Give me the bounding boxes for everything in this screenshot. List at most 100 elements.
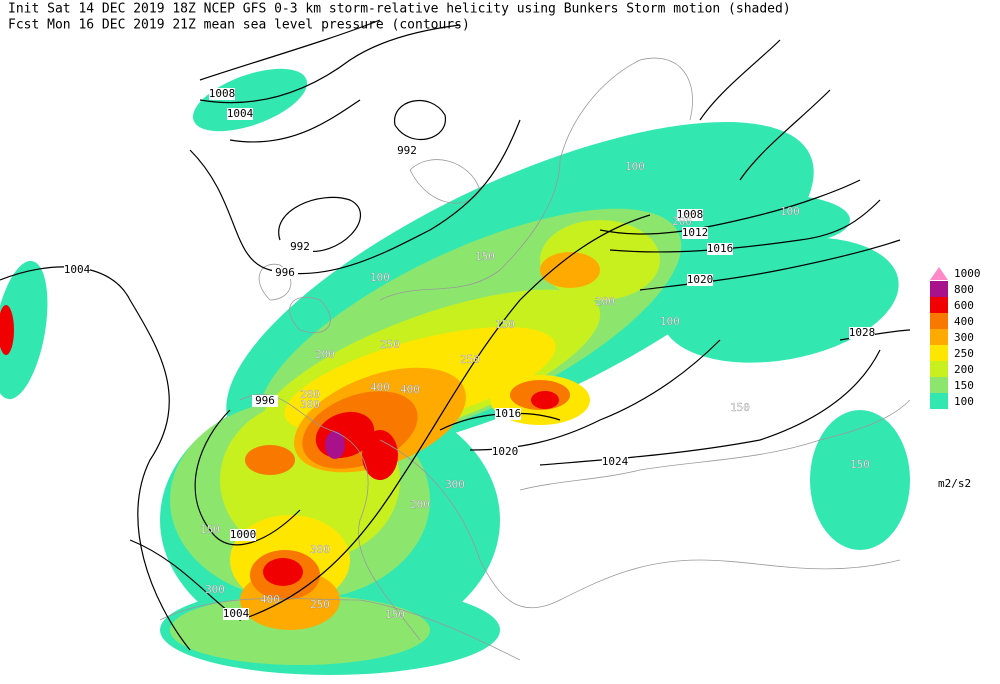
isobar <box>699 39 911 341</box>
legend-label: 400 <box>954 315 974 328</box>
isobar-label-bg <box>252 395 278 407</box>
isobar-label: 1020 <box>687 273 714 286</box>
helicity-label: 300 <box>205 583 225 596</box>
helicity-label: 100 <box>625 160 645 173</box>
helicity-label: 200 <box>300 388 320 401</box>
isobar-label: 1020 <box>492 445 519 458</box>
legend-label: 1000 <box>954 267 981 280</box>
helicity-label: 250 <box>310 598 330 611</box>
legend-swatch <box>930 329 948 345</box>
helicity-label: 300 <box>310 543 330 556</box>
helicity-area <box>0 305 14 355</box>
legend: m2/s2 1000 800 600 400 300 250 200 150 100 <box>930 267 981 490</box>
helicity-label: 400 <box>260 593 280 606</box>
isobar <box>599 179 861 235</box>
isobar-label-bg <box>677 209 703 221</box>
isobar-label: 1008 <box>677 208 704 221</box>
isobar-label: 1016 <box>707 242 734 255</box>
helicity-label: 200 <box>410 498 430 511</box>
helicity-area <box>710 195 850 245</box>
isobar-label: 1012 <box>682 226 709 239</box>
coastline <box>258 263 292 301</box>
isobar <box>539 349 881 466</box>
legend-label: 200 <box>954 363 974 376</box>
helicity-label: 300 <box>445 478 465 491</box>
isobar <box>129 214 651 621</box>
helicity-label: 150 <box>200 523 220 536</box>
map-labels: 1008 1004 992 992 996 1004 996 1000 1004 1008 1012… <box>64 87 876 621</box>
helicity-area <box>0 260 48 400</box>
isobar <box>278 196 362 253</box>
coastline <box>379 439 901 609</box>
isobar-label-bg <box>492 446 518 458</box>
helicity-area <box>325 431 345 459</box>
isobar-label: 1028 <box>849 326 876 339</box>
helicity-area <box>531 391 559 409</box>
helicity-area <box>362 430 398 480</box>
helicity-shading <box>0 68 910 675</box>
helicity-label: 250 <box>380 338 400 351</box>
isobar-label: 1000 <box>230 528 257 541</box>
legend-unit: m2/s2 <box>938 477 971 490</box>
isobar-label-bg <box>849 327 875 339</box>
legend-swatch <box>930 361 948 377</box>
isobar-label: 1004 <box>64 263 91 276</box>
helicity-label: 150 <box>475 250 495 263</box>
helicity-area <box>661 237 899 363</box>
helicity-label: 100 <box>780 205 800 218</box>
legend-label: 800 <box>954 283 974 296</box>
isobar-label-bg <box>64 264 90 276</box>
isobar-label-bg <box>394 145 420 157</box>
isobar-label-bg <box>223 608 249 620</box>
isobar-label: 1004 <box>227 107 254 120</box>
legend-swatch <box>930 267 948 280</box>
coastline <box>379 57 693 301</box>
isobar <box>199 19 381 81</box>
isobar <box>639 239 901 291</box>
isobar-label-bg <box>230 529 256 541</box>
isobar-label: 1024 <box>602 455 629 468</box>
legend-label: 600 <box>954 299 974 312</box>
isobar-label-bg <box>287 241 313 253</box>
helicity-label: 100 <box>370 271 390 284</box>
coastline <box>519 399 911 491</box>
helicity-area <box>810 410 910 550</box>
legend-swatch <box>930 297 948 313</box>
isobar <box>609 199 881 253</box>
isobar-label-bg <box>495 408 521 420</box>
isobar-label: 1016 <box>495 407 522 420</box>
legend-label: 150 <box>954 379 974 392</box>
legend-swatch <box>930 345 948 361</box>
legend-label: 300 <box>954 331 974 344</box>
helicity-label: 150 <box>495 318 515 331</box>
isobar-label-bg <box>602 456 628 468</box>
helicity-label: 200 <box>315 348 335 361</box>
legend-swatch <box>930 281 948 297</box>
isobar <box>229 99 361 143</box>
isobar <box>199 24 461 104</box>
isobar-label: 1004 <box>223 607 250 620</box>
helicity-label: 200 <box>672 215 692 228</box>
legend-label: 100 <box>954 395 974 408</box>
header-line2: Fcst Mon 16 DEC 2019 21Z mean sea level … <box>8 18 470 33</box>
helicity-label: 400 <box>400 383 420 396</box>
helicity-label: 150 <box>730 401 750 414</box>
helicity-label: 150 <box>850 458 870 471</box>
isobar-label: 996 <box>275 266 295 279</box>
header-line1: Init Sat 14 DEC 2019 18Z NCEP GFS 0-3 km… <box>8 2 791 17</box>
isobar <box>189 119 521 275</box>
isobar-label-bg <box>707 243 733 255</box>
isobar-label-bg <box>227 108 253 120</box>
isobar-label-bg <box>687 274 713 286</box>
isobar-label-bg <box>682 227 708 239</box>
isobar-label: 992 <box>397 144 417 157</box>
helicity-area <box>540 252 600 288</box>
legend-swatch <box>930 313 948 329</box>
isobar <box>194 409 301 546</box>
isobar-label: 1008 <box>209 87 236 100</box>
legend-label: 250 <box>954 347 974 360</box>
helicity-label: 150 <box>385 608 405 621</box>
isobar <box>394 99 446 141</box>
helicity-label: 250 <box>460 353 480 366</box>
